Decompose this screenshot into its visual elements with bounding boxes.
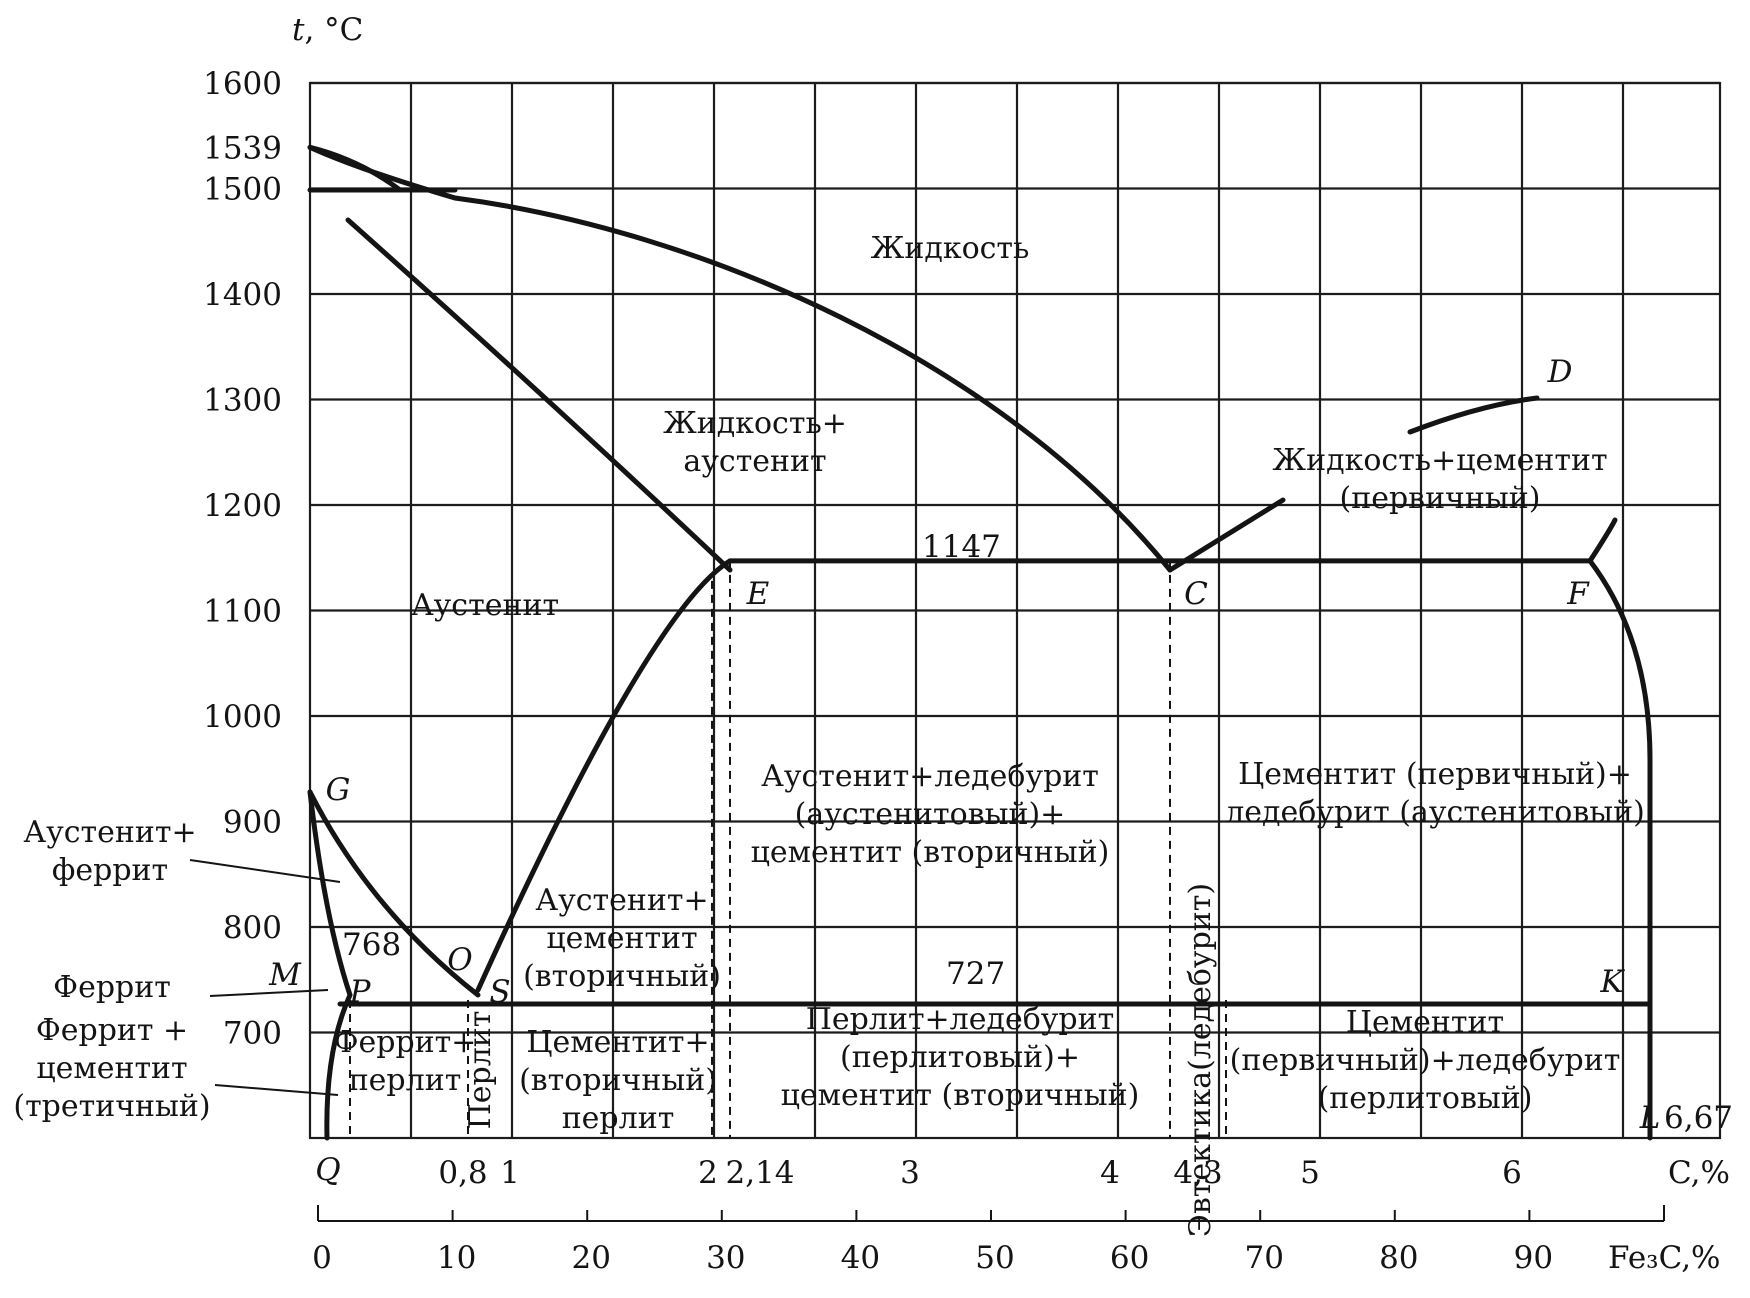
region-label: Перлит+ледебурит (перлитовый)+ цементит (в… — [781, 1002, 1140, 1113]
region-label: Жидкость+ аустенит — [663, 406, 847, 479]
y-tick-label: 800 — [223, 910, 282, 946]
point-D: D — [1547, 354, 1573, 390]
y-tick-label: 700 — [223, 1016, 282, 1052]
x-fe3c-tick: 90 — [1514, 1240, 1553, 1276]
isotherm-1147: 1147 — [922, 529, 1001, 565]
region-label: Аустенит — [411, 588, 559, 623]
y-tick-label: 1539 — [203, 130, 282, 166]
x-carbon-tick: 1 — [500, 1155, 520, 1191]
region-label: Цементит (первичный)+ледебурит (перлитовый… — [1230, 1005, 1621, 1116]
liquidus-AC — [452, 195, 1173, 573]
x-fe3c-tick: 40 — [841, 1240, 880, 1276]
x-fe3c-tick: 10 — [437, 1240, 476, 1276]
region-label: Аустенит+ феррит — [23, 815, 196, 888]
y-tick-label: 1400 — [203, 277, 282, 313]
point-S: S — [489, 974, 510, 1010]
fk-boundary — [1587, 558, 1653, 1141]
liquidus-CD — [1167, 497, 1286, 573]
x-axis-carbon-label: C,% — [1668, 1155, 1730, 1191]
region-label: Жидкость — [871, 231, 1030, 266]
region-label: Перлит — [463, 1011, 498, 1130]
isotherm-727: 727 — [946, 956, 1005, 992]
solidus-JE — [345, 217, 733, 573]
point-K: K — [1599, 964, 1625, 1000]
region-label: Феррит+ перлит — [334, 1025, 477, 1098]
x-fe3c-tick: 60 — [1110, 1240, 1149, 1276]
x-fe3c-tick: 0 — [312, 1240, 332, 1276]
region-label: Феррит + цементит (третичный) — [13, 1013, 210, 1124]
fc-boundary — [1587, 517, 1618, 564]
composition-dash-lines — [349, 560, 1227, 1138]
x-carbon-tick: 2,14 — [725, 1155, 794, 1191]
region-label: Эвтектика(ледебурит) — [1183, 883, 1218, 1237]
region-label: Аустенит+ледебурит (аустенитовый)+ цементи… — [751, 759, 1110, 870]
leader-line — [189, 859, 341, 883]
point-L: L — [1639, 1100, 1661, 1136]
y-axis-label: t, °C — [292, 12, 363, 48]
y-axis-ticks: 1600 1539 1500 1400 1300 1200 1100 1000 900 800 70… — [203, 66, 282, 1052]
leader-line — [209, 989, 329, 997]
x-fe3c-tick: 30 — [706, 1240, 745, 1276]
leader-line — [214, 1084, 339, 1096]
isotherm-768: 768 — [342, 927, 401, 963]
x-carbon-tick: 4 — [1100, 1155, 1120, 1191]
point-C: C — [1184, 576, 1208, 612]
region-label: Феррит — [53, 970, 171, 1005]
region-label: Цементит (первичный)+ ледебурит (аустенит… — [1225, 757, 1645, 830]
acm-line-ES — [475, 558, 733, 993]
x-fe3c-tick: 50 — [975, 1240, 1014, 1276]
x-carbon-tick: 6 — [1502, 1155, 1522, 1191]
y-tick-label: 1600 — [203, 66, 282, 102]
y-tick-label: 1000 — [203, 699, 282, 735]
y-tick-label: 1200 — [203, 488, 282, 524]
x-axis-carbon-ticks: 0,8 1 2 2,14 3 4 4,3 5 6 — [438, 1155, 1522, 1191]
point-G: G — [326, 772, 351, 808]
y-tick-label: 900 — [223, 805, 282, 841]
y-tick-label: 1100 — [203, 594, 282, 630]
gos-line — [307, 789, 481, 998]
point-L-value: 6,67 — [1664, 1100, 1733, 1136]
x-axis-fe3c-label: Fe₃C,% — [1608, 1240, 1721, 1276]
x-carbon-tick: 4,3 — [1173, 1155, 1222, 1191]
grid-lines — [310, 81, 1720, 1138]
y-tick-label: 1300 — [203, 383, 282, 419]
x-carbon-tick: 3 — [900, 1155, 920, 1191]
pq-line — [324, 992, 353, 1141]
region-label: Жидкость+цементит (первичный) — [1272, 443, 1607, 516]
point-labels: G M O P S Q E C F K D L 6,67 — [268, 354, 1733, 1188]
point-P: P — [349, 974, 372, 1010]
point-F: F — [1566, 576, 1590, 612]
region-label: Цементит+ (вторичный) перлит — [519, 1025, 717, 1136]
x-fe3c-tick: 80 — [1379, 1240, 1418, 1276]
phase-lines — [307, 144, 1653, 1141]
x-axis-fe3c: 0 10 20 30 40 50 60 70 80 90 — [312, 1205, 1665, 1276]
region-label: Аустенит+ цементит (вторичный) — [523, 883, 721, 994]
liquidus-D — [1407, 395, 1540, 435]
point-E: E — [746, 576, 770, 612]
region-labels: Жидкость Жидкость+ аустенит Жидкость+цемент… — [13, 231, 1644, 1237]
gp-line — [307, 789, 353, 998]
point-Q: Q — [315, 1152, 340, 1188]
point-M: M — [268, 957, 302, 993]
point-O: O — [447, 942, 472, 978]
delta-solidus — [307, 144, 458, 201]
x-fe3c-tick: 70 — [1244, 1240, 1283, 1276]
x-carbon-tick: 5 — [1300, 1155, 1320, 1191]
x-carbon-tick: 0,8 — [438, 1155, 487, 1191]
x-carbon-tick: 2 — [698, 1155, 718, 1191]
x-fe3c-tick: 20 — [571, 1240, 610, 1276]
y-tick-label: 1500 — [203, 172, 282, 208]
label-leader-lines — [189, 859, 341, 1096]
